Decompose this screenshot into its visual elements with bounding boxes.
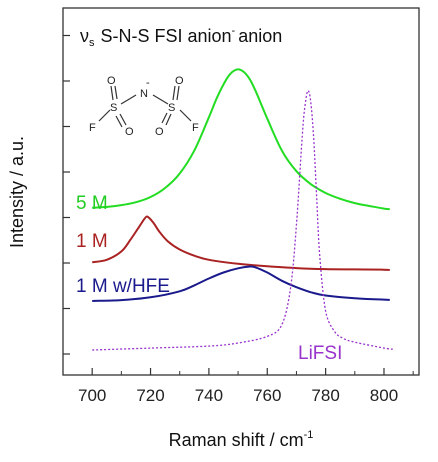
series-line-1-m-w-hfe xyxy=(92,265,390,302)
x-tick-label: 700 xyxy=(78,386,106,405)
atom-n-charge: - xyxy=(146,77,150,89)
title-superscript: - xyxy=(232,25,236,37)
series-group xyxy=(91,68,393,351)
x-tick-label: 720 xyxy=(136,386,164,405)
series-label-5m: 5 M xyxy=(76,193,108,214)
plot-frame xyxy=(62,7,420,376)
x-tick-label: 800 xyxy=(370,386,398,405)
title-main: S-N-S FSI anion xyxy=(101,26,232,46)
atom-s-left: S xyxy=(110,102,117,114)
atom-o-left-bottom: O xyxy=(125,126,134,138)
atom-o-right-bottom: O xyxy=(155,126,164,138)
x-axis: 700 720 740 760 780 800 xyxy=(78,368,414,405)
atom-f-left: F xyxy=(89,122,96,134)
atom-s-right: S xyxy=(168,102,175,114)
series-line-lifsi xyxy=(92,89,393,351)
y-axis xyxy=(63,34,70,355)
x-axis-title-text: Raman shift / cm xyxy=(169,430,304,450)
title-anion: anion xyxy=(238,26,282,46)
fsi-molecule-diagram xyxy=(98,85,192,128)
y-axis-title: Intensity / a.u. xyxy=(7,136,27,248)
atom-f-right: F xyxy=(192,122,199,134)
series-label-1m: 1 M xyxy=(76,231,108,252)
atom-o-right-top: O xyxy=(175,75,184,87)
series-label-1m-hfe: 1 M w/HFE xyxy=(76,276,170,297)
x-tick-label: 760 xyxy=(253,386,281,405)
series-line-1-m xyxy=(91,215,390,271)
series-line-5-m xyxy=(92,68,390,211)
x-tick-label: 780 xyxy=(311,386,339,405)
x-axis-title-superscript: -1 xyxy=(304,429,314,441)
x-axis-title: Raman shift / cm-1 xyxy=(169,429,314,450)
series-label-lifsi: LiFSI xyxy=(298,343,342,364)
atom-n: N xyxy=(140,88,148,100)
title-symbol: ν xyxy=(80,26,89,46)
chart-title: νs S-N-S FSI anion-anion xyxy=(80,25,282,49)
x-tick-label: 740 xyxy=(195,386,223,405)
atom-o-left-top: O xyxy=(107,75,116,87)
title-symbol-subscript: s xyxy=(89,37,95,49)
